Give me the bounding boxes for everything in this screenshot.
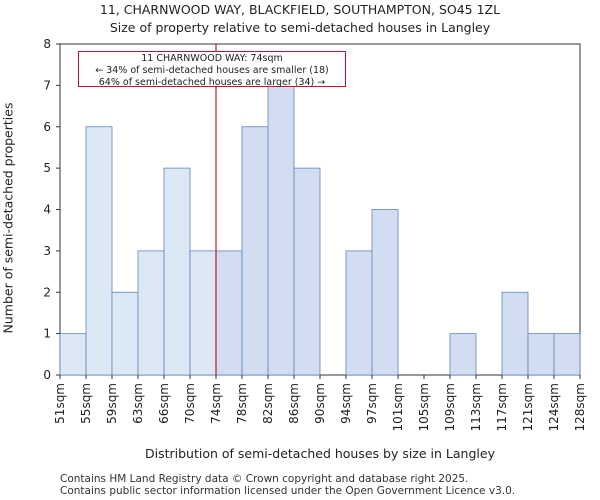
annotation-line-1: 11 CHARNWOOD WAY: 74sqm <box>141 53 283 64</box>
y-axis-label: Number of semi-detached properties <box>0 102 16 334</box>
histogram-bar <box>553 333 581 376</box>
x-tick-label: 117sqm <box>495 383 509 431</box>
y-tick-label: 1 <box>43 327 51 341</box>
histogram-bar <box>501 291 529 376</box>
x-tick-label: 78sqm <box>235 383 249 424</box>
x-tick-label: 90sqm <box>313 383 327 424</box>
y-tick-label: 3 <box>43 244 51 258</box>
x-tick-label: 105sqm <box>417 383 431 431</box>
footer-licence: Contains public sector information licen… <box>60 485 516 497</box>
y-tick-label: 8 <box>43 37 51 51</box>
x-tick-label: 63sqm <box>131 383 145 424</box>
x-tick-label: 101sqm <box>391 383 405 431</box>
x-tick-label: 51sqm <box>53 383 67 424</box>
x-tick-label: 97sqm <box>365 383 379 424</box>
histogram-bar <box>371 209 399 376</box>
histogram-bar <box>449 333 477 376</box>
histogram-bar <box>267 84 295 376</box>
histogram-bar <box>137 250 165 376</box>
histogram-bar <box>241 126 269 376</box>
histogram-bar <box>293 167 321 376</box>
x-tick-label: 128sqm <box>573 383 587 431</box>
y-tick-label: 6 <box>43 120 51 134</box>
histogram-bar <box>111 291 139 376</box>
histogram-bar <box>189 250 217 376</box>
x-tick-label: 113sqm <box>469 383 483 431</box>
x-tick-label: 124sqm <box>547 383 561 431</box>
x-tick-label: 109sqm <box>443 383 457 431</box>
annotation-line-2: ← 34% of semi-detached houses are smalle… <box>95 65 329 76</box>
histogram-bar <box>527 333 555 376</box>
x-tick-label: 66sqm <box>157 383 171 424</box>
property-annotation-box: 11 CHARNWOOD WAY: 74sqm ← 34% of semi-de… <box>78 51 346 88</box>
histogram-bar <box>85 126 113 376</box>
x-tick-label: 55sqm <box>79 383 93 424</box>
y-tick-label: 4 <box>43 203 51 217</box>
x-tick-label: 121sqm <box>521 383 535 431</box>
x-axis-label: Distribution of semi-detached houses by … <box>145 446 495 461</box>
x-tick-label: 82sqm <box>261 383 275 424</box>
x-tick-label: 94sqm <box>339 383 353 424</box>
x-tick-label: 86sqm <box>287 383 301 424</box>
histogram-bar <box>163 167 191 376</box>
x-tick-label: 59sqm <box>105 383 119 424</box>
y-tick-label: 2 <box>43 285 51 299</box>
footer-copyright: Contains HM Land Registry data © Crown c… <box>60 473 469 485</box>
y-tick-label: 7 <box>43 78 51 92</box>
y-tick-label: 5 <box>43 161 51 175</box>
y-tick-label: 0 <box>43 368 51 382</box>
histogram-bar <box>345 250 373 376</box>
x-tick-label: 74sqm <box>209 383 223 424</box>
x-tick-label: 70sqm <box>183 383 197 424</box>
histogram-bar <box>59 333 87 376</box>
chart-title-subtitle: Size of property relative to semi-detach… <box>109 20 491 35</box>
histogram-bar <box>215 250 243 376</box>
annotation-line-3: 64% of semi-detached houses are larger (… <box>98 77 326 88</box>
chart-title-address: 11, CHARNWOOD WAY, BLACKFIELD, SOUTHAMPT… <box>99 2 501 17</box>
